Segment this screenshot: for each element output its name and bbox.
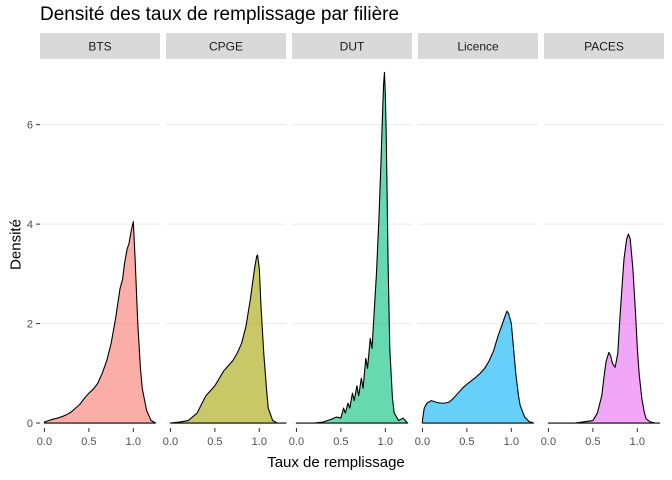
facet-strip bbox=[166, 33, 286, 59]
chart-title: Densité des taux de remplissage par fili… bbox=[40, 4, 400, 25]
x-tick-label: 0.0 bbox=[541, 436, 556, 448]
density-area-cpge bbox=[169, 254, 287, 424]
y-tick-label: 6 bbox=[27, 120, 33, 132]
x-tick-label: 1.0 bbox=[630, 436, 645, 448]
facet-strip-label: DUT bbox=[340, 40, 365, 54]
x-tick-label: 0.0 bbox=[163, 436, 178, 448]
facet-strip bbox=[292, 33, 412, 59]
y-axis-label: Densité bbox=[7, 219, 25, 270]
density-area-licence bbox=[421, 310, 535, 424]
x-tick-label: 0.5 bbox=[333, 436, 348, 448]
density-area-paces bbox=[547, 233, 661, 424]
x-tick-label: 0.0 bbox=[289, 436, 304, 448]
y-tick-label: 2 bbox=[27, 319, 33, 331]
facet-strip-label: PACES bbox=[584, 40, 624, 54]
x-tick-label: 1.0 bbox=[126, 436, 141, 448]
facet-strip bbox=[544, 33, 664, 59]
density-area-bts bbox=[43, 221, 157, 424]
x-tick-label: 1.0 bbox=[504, 436, 519, 448]
x-tick-label: 1.0 bbox=[378, 436, 393, 448]
x-tick-label: 0.5 bbox=[459, 436, 474, 448]
facet-strip bbox=[418, 33, 538, 59]
facet-strip-label: CPGE bbox=[209, 40, 243, 54]
y-tick-label: 0 bbox=[27, 418, 33, 430]
facet-strip bbox=[40, 33, 160, 59]
x-tick-label: 0.5 bbox=[207, 436, 222, 448]
x-tick-label: 1.0 bbox=[252, 436, 267, 448]
density-area-dut bbox=[295, 71, 409, 424]
x-tick-label: 0.0 bbox=[37, 436, 52, 448]
facet-strip-label: BTS bbox=[88, 40, 111, 54]
x-tick-label: 0.5 bbox=[585, 436, 600, 448]
x-tick-label: 0.0 bbox=[415, 436, 430, 448]
x-axis-label: Taux de remplissage bbox=[267, 454, 405, 471]
x-tick-label: 0.5 bbox=[81, 436, 96, 448]
facet-strip-label: Licence bbox=[457, 40, 499, 54]
y-tick-label: 4 bbox=[27, 219, 33, 231]
